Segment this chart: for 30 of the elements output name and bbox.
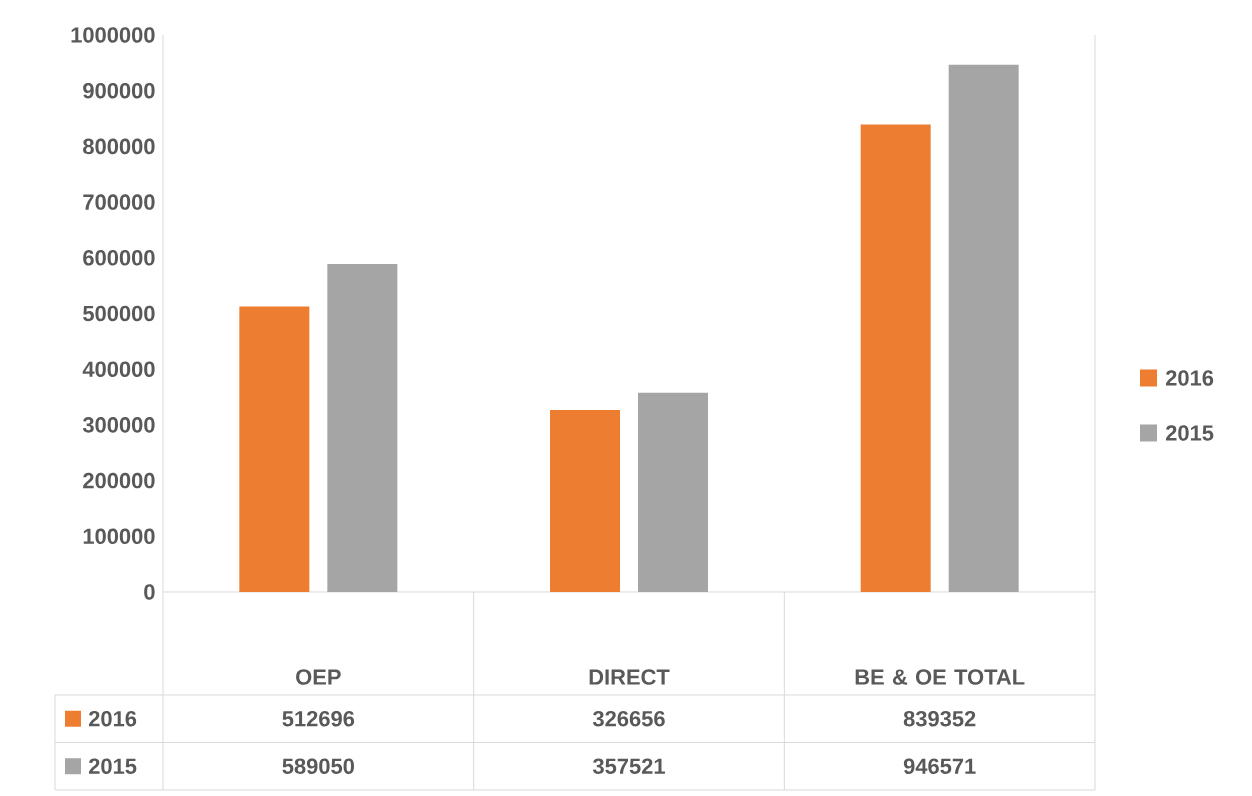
x-tick-label: OEP [296, 669, 341, 685]
data-label: 357521 [592, 758, 665, 775]
data-label: 512696 [282, 710, 355, 727]
legend-label: 2015 [1165, 425, 1214, 441]
y-tick-label: 400000 [82, 361, 155, 377]
x-tick-label: BE & OE TOTAL [855, 669, 1025, 685]
y-tick-label: 900000 [83, 82, 155, 99]
text: 2015 [88, 758, 137, 774]
data-label: 589050 [282, 758, 354, 774]
y-tick-label: 600000 [83, 250, 155, 266]
y-tick-label: 500000 [83, 305, 155, 322]
data-label: 839352 [903, 710, 976, 727]
x-tick-label: DIRECT [589, 669, 670, 685]
bar [638, 392, 709, 592]
y-tick-label: 200000 [83, 472, 155, 489]
bar [860, 124, 931, 592]
text: 2016 [1165, 370, 1214, 386]
legend-label: 2016 [88, 710, 137, 727]
bar [948, 64, 1019, 592]
y-tick-label: 300000 [82, 417, 155, 433]
bar [327, 263, 398, 592]
data-label: 326656 [592, 710, 665, 727]
bar [239, 306, 310, 592]
data-label: 946571 [903, 758, 976, 774]
bar [550, 410, 621, 592]
y-tick-label: 800000 [83, 138, 155, 155]
y-tick-label: 100000 [83, 528, 155, 545]
y-tick-label: 1000000 [71, 27, 155, 43]
y-tick-label: 0 [144, 584, 155, 600]
y-tick-label: 700000 [83, 194, 155, 210]
